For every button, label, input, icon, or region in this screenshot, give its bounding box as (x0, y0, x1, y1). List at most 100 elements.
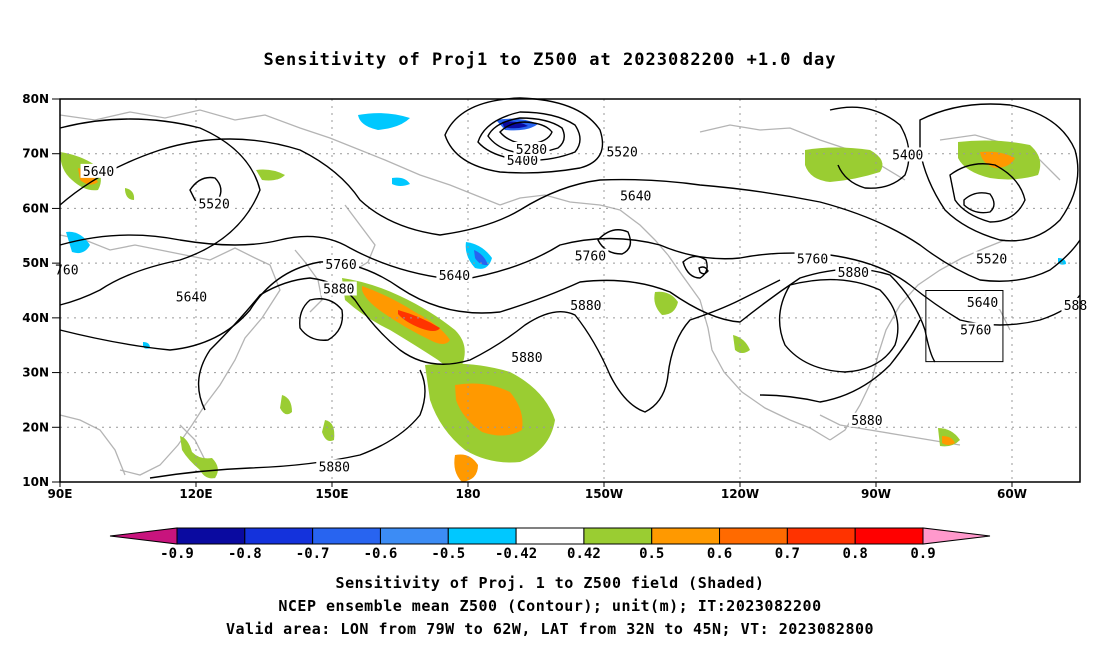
contour-label: 5880 (851, 414, 882, 429)
latitude-labels: 80N 70N 60N 50N 40N 30N 20N 10N (22, 92, 60, 489)
contour-label-bg (957, 322, 994, 337)
lon-tick-label: 90E (48, 487, 73, 501)
contour-label-bg (1061, 297, 1090, 312)
lon-tick-label: 120E (179, 487, 212, 501)
contour-label-bg (973, 251, 1010, 266)
contour-label-bg (964, 295, 1001, 310)
colorbar-box (719, 527, 788, 545)
contour-label-bg (848, 412, 885, 427)
contour-label: 5880 (570, 299, 601, 314)
caption-shading: Sensitivity of Proj. 1 to Z500 field (Sh… (335, 574, 765, 592)
colorbar-label: 0.6 (707, 546, 732, 562)
contour-label: 5760 (960, 324, 991, 339)
colorbar-box (244, 527, 314, 545)
contour-label: 5640 (83, 165, 114, 180)
coastlines (59, 109, 1061, 479)
contour-label: 5640 (967, 296, 998, 311)
contour-label: 5640 (439, 269, 470, 284)
lat-tick-label: 10N (22, 475, 49, 489)
contour-label: 588 (1064, 299, 1087, 314)
z500-contours (59, 97, 1081, 479)
colorbar-label: 0.7 (775, 546, 800, 562)
lat-tick-label: 80N (22, 92, 49, 106)
contour-label: 5880 (511, 351, 542, 366)
lat-tick-label: 60N (22, 201, 49, 215)
contour-label-bg (617, 188, 654, 203)
lat-tick-label: 70N (22, 147, 49, 161)
valid-area-box (925, 290, 1004, 363)
colorbar-left-triangle (109, 527, 178, 545)
contour-label: 5280 (516, 143, 547, 158)
contour-label: 760 (55, 263, 78, 278)
colorbar-box (854, 527, 924, 545)
contour-label: 5400 (507, 154, 538, 169)
contour-label: 5400 (892, 148, 923, 163)
contour-label-bg (80, 163, 117, 178)
colorbar-box (312, 527, 381, 545)
colorbar-label: -0.42 (495, 546, 537, 562)
colorbar-box (379, 527, 449, 545)
contour-label-bg (572, 248, 609, 263)
lon-tick-label: 150E (315, 487, 348, 501)
colorbar-label: 0.5 (639, 546, 664, 562)
lon-tick-label: 120W (721, 487, 759, 501)
contour-label: 5880 (319, 460, 350, 475)
contour-label-bg (316, 459, 353, 474)
contour-label: 5640 (620, 189, 651, 204)
colorbar-box (176, 527, 246, 545)
contour-label-bg (436, 267, 473, 282)
contour-label: 5520 (198, 198, 229, 213)
contour-label: 5640 (176, 291, 207, 306)
contour-label-bg (794, 251, 831, 266)
contour-labels: 5640 5520 5640 760 5760 5880 5640 5880 5880 5880 5… (52, 141, 1090, 475)
contour-label-bg (889, 147, 926, 162)
colorbar-right-triangle (922, 527, 991, 545)
colorbar-label: 0.9 (910, 546, 935, 562)
lon-tick-label: 180 (455, 487, 480, 501)
lat-tick-label: 20N (22, 420, 49, 434)
contour-label: 5880 (323, 283, 354, 298)
lon-tick-label: 150W (585, 487, 623, 501)
colorbar-box (447, 527, 517, 545)
longitude-labels: 90E 120E 150E 180 150W 120W 90W 60W (48, 482, 1027, 501)
colorbar-box (515, 527, 585, 545)
contour-label-bg (835, 265, 872, 280)
contour-label: 5520 (976, 252, 1007, 267)
colorbar-label: 0.8 (843, 546, 868, 562)
colorbar-label: -0.9 (160, 546, 194, 562)
colorbar-label: -0.6 (364, 546, 398, 562)
colorbar-label: -0.8 (228, 546, 262, 562)
colorbar-box (651, 527, 721, 545)
colorbar-label: -0.7 (296, 546, 330, 562)
contour-label-bg (196, 196, 233, 211)
contour-label: 5760 (797, 252, 828, 267)
contour-label: 5760 (325, 258, 356, 273)
lat-tick-label: 30N (22, 366, 49, 380)
contour-label-bg (504, 152, 541, 167)
contour-label: 5880 (838, 266, 869, 281)
lat-tick-label: 40N (22, 311, 49, 325)
contour-label-bg (320, 281, 357, 296)
lon-tick-label: 90W (861, 487, 891, 501)
caption-valid-area: Valid area: LON from 79W to 62W, LAT fro… (225, 620, 875, 638)
contour-label-bg (323, 256, 360, 271)
contour-label-bg (604, 144, 641, 159)
colorbar-label: 0.42 (567, 546, 601, 562)
map-frame (59, 98, 1081, 483)
contour-label-bg (567, 297, 604, 312)
contour-label-bg (508, 349, 545, 364)
colorbar-label: -0.5 (431, 546, 465, 562)
contour-label-bg (513, 141, 550, 156)
lat-tick-label: 50N (22, 256, 49, 270)
contour-label-bg (173, 289, 210, 304)
contour-label: 5520 (606, 146, 637, 161)
lon-tick-label: 60W (997, 487, 1027, 501)
sensitivity-shading (60, 113, 1066, 482)
colorbar-box (583, 527, 653, 545)
figure-title: Sensitivity of Proj1 to Z500 at 20230822… (263, 50, 837, 70)
contour-label: 5760 (575, 250, 606, 265)
caption-contour: NCEP ensemble mean Z500 (Contour); unit(… (278, 597, 822, 615)
colorbar-box (786, 527, 856, 545)
colorbar: -0.9 -0.8 -0.7 -0.6 -0.5 -0.42 0.42 0.5 0.6 0.7 0.… (109, 527, 991, 562)
